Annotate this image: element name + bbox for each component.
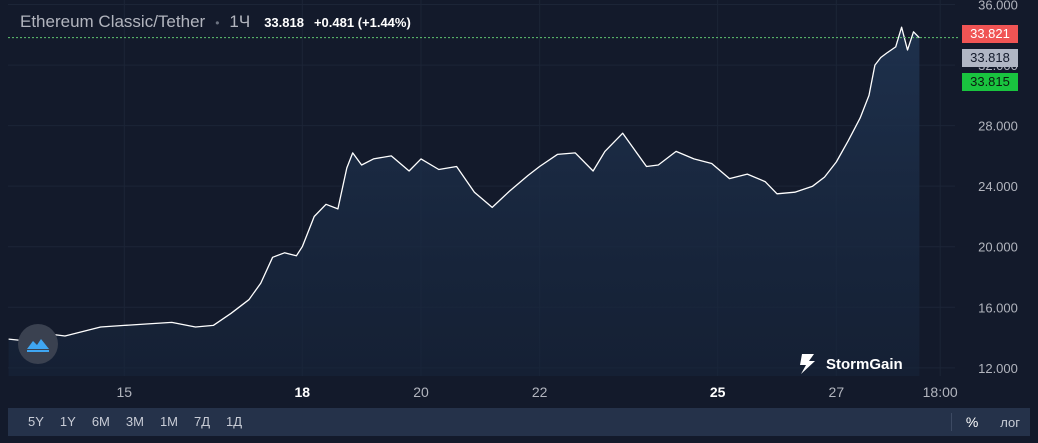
log-scale-toggle[interactable]: лог xyxy=(1000,414,1020,430)
y-tick-label: 12.000 xyxy=(978,361,1018,376)
x-tick-label: 18 xyxy=(295,384,311,400)
timeframe-button[interactable]: 1Y xyxy=(59,414,76,429)
ask-price-tag: 33.821 xyxy=(962,25,1018,43)
x-tick-label: 22 xyxy=(532,384,548,400)
timeframe-button[interactable]: 3M xyxy=(125,414,144,429)
y-tick-label: 20.000 xyxy=(978,240,1018,255)
x-tick-label: 25 xyxy=(710,384,726,400)
timeframe-button[interactable]: 5Y xyxy=(28,414,44,429)
toolbar-divider xyxy=(950,413,952,431)
chart-legend: Ethereum Classic/Tether • 1Ч 33.818 +0.4… xyxy=(20,12,411,36)
separator-dot: • xyxy=(215,16,220,30)
logo-icon xyxy=(27,339,49,352)
pair-name[interactable]: Ethereum Classic/Tether xyxy=(20,12,206,31)
x-tick-label: 15 xyxy=(117,384,133,400)
x-tick-label: 27 xyxy=(829,384,845,400)
x-tick-label: 18:00 xyxy=(923,384,958,400)
y-tick-label: 24.000 xyxy=(978,179,1018,194)
exchange-logo xyxy=(18,324,58,364)
y-tick-label: 36.000 xyxy=(978,0,1018,13)
timeframe-button[interactable]: 6M xyxy=(91,414,110,429)
stormgain-bolt-icon xyxy=(800,354,815,374)
price-area-fill xyxy=(8,27,920,376)
timeframe-list: 5Y 1Y 6M 3M 1M 7Д 1Д xyxy=(20,408,250,436)
last-price: 33.818 xyxy=(264,15,304,30)
percent-scale-toggle[interactable]: % xyxy=(965,414,979,430)
timeframe-button[interactable]: 1M xyxy=(159,414,178,429)
brand-watermark: StormGain xyxy=(798,352,903,376)
brand-name: StormGain xyxy=(826,355,903,373)
interval-label[interactable]: 1Ч xyxy=(229,12,251,31)
bottom-toolbar: 5Y 1Y 6M 3M 1M 7Д 1Д % лог xyxy=(8,408,1030,436)
last-price-tag: 33.818 xyxy=(962,49,1018,67)
timeframe-button[interactable]: 1Д xyxy=(226,414,243,429)
y-tick-label: 16.000 xyxy=(978,300,1018,315)
price-series-line xyxy=(8,26,920,342)
y-tick-label: 28.000 xyxy=(978,119,1018,134)
x-axis: 15 18 20 22 25 27 18:00 xyxy=(117,384,958,400)
x-tick-label: 20 xyxy=(413,384,429,400)
bid-price-tag: 33.815 xyxy=(962,73,1018,91)
timeframe-button[interactable]: 7Д xyxy=(194,414,211,429)
y-axis: 12.00016.00020.00024.00028.00032.00036.0… xyxy=(978,0,1018,376)
toolbar-right: % лог xyxy=(950,413,1020,431)
price-change: +0.481 (+1.44%) xyxy=(313,15,411,30)
